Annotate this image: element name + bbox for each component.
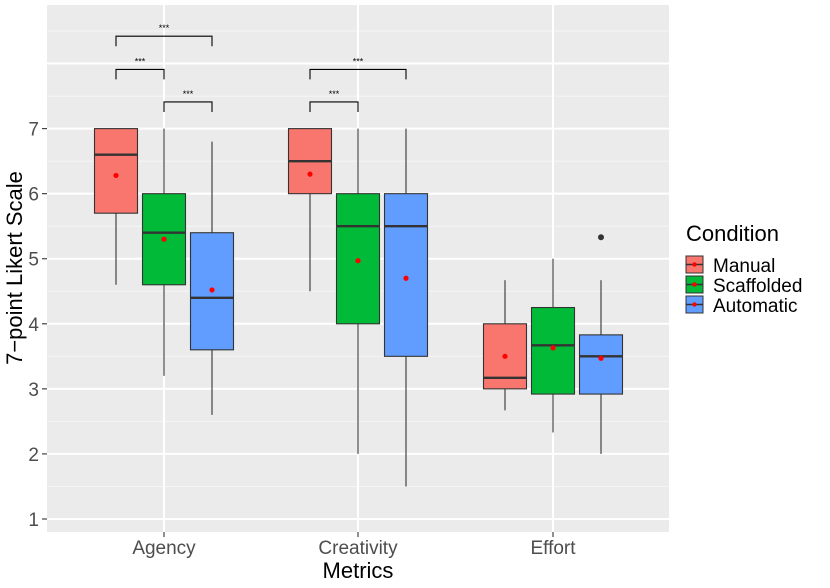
box-iqr	[383, 193, 429, 357]
significance-bracket: ***	[163, 89, 213, 112]
significance-bracket: ***	[115, 56, 165, 80]
y-axis-title: 7−point Likert Scale	[2, 171, 27, 365]
series-scaffolded	[141, 128, 576, 454]
legend-key-mean	[692, 302, 697, 307]
x-tick-label: Effort	[530, 538, 576, 559]
bracket-line	[115, 68, 165, 80]
mean-point	[598, 355, 604, 361]
mean-point	[403, 275, 409, 281]
box	[578, 234, 624, 454]
significance-label: ***	[329, 89, 340, 99]
x-axis-title: Metrics	[323, 558, 394, 583]
box	[93, 128, 139, 285]
y-tick-label: 4	[28, 315, 39, 336]
significance-brackets: *** *** *** *** ***	[115, 23, 407, 112]
legend-label: Automatic	[713, 296, 797, 317]
significance-label: ***	[183, 89, 194, 99]
legend-key-mean	[692, 262, 697, 267]
box	[335, 128, 381, 454]
box	[141, 128, 187, 376]
box	[189, 141, 235, 415]
legend-label: Scaffolded	[713, 276, 802, 297]
legend-item-scaffolded: Scaffolded	[685, 275, 802, 297]
mean-point	[307, 171, 313, 177]
significance-bracket: ***	[309, 89, 359, 112]
x-tick-label: Creativity	[318, 538, 398, 559]
bracket-line	[115, 35, 213, 47]
y-tick-label: 5	[28, 250, 39, 271]
bracket-line	[309, 68, 407, 80]
mean-point	[209, 287, 215, 293]
significance-label: ***	[135, 56, 146, 66]
series-manual	[93, 128, 528, 411]
bracket-line	[309, 101, 359, 112]
x-tick-label: Agency	[132, 538, 196, 559]
legend-label: Manual	[713, 256, 775, 277]
mean-point	[502, 353, 508, 359]
box-series	[93, 128, 624, 487]
mean-point	[113, 172, 119, 179]
y-axis: 1 2 3 4 5 6 7	[28, 120, 47, 531]
mean-point	[355, 258, 361, 264]
legend-key-mean	[692, 282, 697, 287]
bracket-line	[163, 101, 213, 112]
y-tick-label: 7	[28, 120, 39, 141]
box	[383, 128, 429, 487]
y-tick-label: 3	[28, 380, 39, 401]
y-tick-label: 2	[28, 445, 39, 466]
box	[287, 128, 333, 292]
outlier-point	[598, 234, 604, 241]
box-iqr	[578, 334, 624, 395]
y-tick-label: 6	[28, 185, 39, 206]
box-iqr	[93, 128, 139, 214]
significance-bracket: ***	[115, 23, 213, 47]
box	[482, 280, 528, 411]
legend-item-automatic: Automatic	[685, 295, 797, 317]
box-iqr	[530, 306, 576, 395]
legend-title: Condition	[686, 221, 779, 246]
mean-point	[161, 236, 167, 242]
legend-item-manual: Manual	[685, 255, 775, 277]
series-automatic	[189, 128, 624, 487]
significance-bracket: ***	[309, 56, 407, 80]
y-tick-label: 1	[28, 510, 39, 531]
box	[530, 258, 576, 433]
significance-label: ***	[353, 56, 364, 66]
significance-label: ***	[159, 23, 170, 33]
mean-point	[550, 345, 556, 351]
x-axis: Agency Creativity Effort	[132, 532, 576, 559]
